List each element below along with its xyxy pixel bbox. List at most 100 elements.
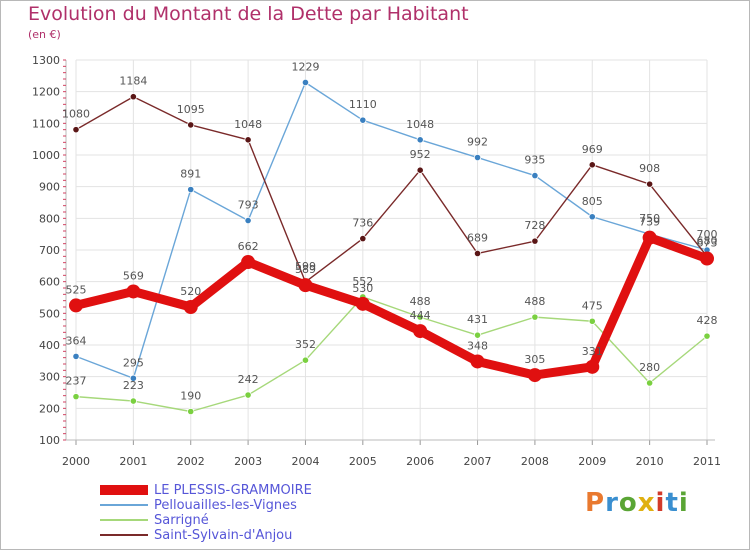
series-line-2 [75,296,708,413]
data-point [527,368,542,383]
series-line-3 [75,96,708,283]
legend-item: Pellouailles-les-Vignes [100,498,360,513]
data-label: 348 [467,339,488,352]
data-point [473,249,482,258]
data-label: 1229 [291,60,319,73]
x-tick-label: 2010 [636,455,664,468]
data-label: 969 [582,143,603,156]
data-point [301,78,310,87]
data-label: 700 [697,228,718,241]
grid [75,59,708,441]
data-point [187,407,195,416]
data-point [241,255,256,270]
data-label: 295 [123,356,144,369]
data-label: 223 [123,379,144,392]
data-label: 488 [410,295,431,308]
data-point [355,296,370,311]
y-tick-label: 900 [39,181,60,194]
series-line-1 [75,81,708,379]
y-tick-label: 600 [39,276,60,289]
y-tick-label: 700 [39,244,60,257]
legend-label: Sarrigné [154,513,209,528]
data-label: 444 [410,309,431,322]
x-tick-label: 2009 [578,455,606,468]
data-point [129,374,137,382]
y-tick-label: 300 [39,371,60,384]
data-label: 525 [66,283,87,296]
y-tick-label: 1300 [32,54,60,67]
y-tick-label: 500 [39,307,60,320]
data-label: 364 [66,334,87,347]
data-point [703,332,711,340]
legend-item: Saint-Sylvain-d'Anjou [100,528,360,543]
series-group [69,78,714,416]
data-label: 935 [524,154,545,167]
data-point [72,352,80,360]
data-label: 739 [639,216,660,229]
y-tick-label: 1200 [32,86,60,99]
x-tick-label: 2002 [177,455,205,468]
data-point [416,166,424,174]
data-label: 1048 [406,118,434,131]
data-label: 520 [180,285,201,298]
data-label: 599 [295,260,316,273]
data-point [129,397,137,405]
legend-item: LE PLESSIS-GRAMMOIRE [100,483,360,498]
data-label: 530 [352,282,373,295]
axes: 1002003004005006007008009001000110012001… [32,54,721,468]
data-label: 589 [295,263,316,276]
data-point [531,237,539,245]
data-point [301,356,310,364]
data-point [183,300,198,314]
data-label: 728 [524,219,545,232]
data-label: 992 [467,136,488,149]
data-point [588,161,596,169]
data-point [416,136,424,144]
data-label: 190 [180,390,201,403]
legend-swatch [100,504,148,506]
x-tick-label: 2008 [521,455,549,468]
data-label: 793 [238,199,259,212]
proxiti-logo: Proxiti [585,488,689,518]
data-label: 805 [582,195,603,208]
data-label: 1080 [62,108,90,121]
data-label: 569 [123,269,144,282]
data-point [72,393,80,401]
data-label: 891 [180,168,201,181]
data-point [470,354,485,369]
data-label: 952 [410,148,431,161]
x-tick-label: 2006 [406,455,434,468]
data-point [359,235,367,243]
legend-swatch [100,534,148,536]
data-labels: 364 295 891 793 1229 1110 1048 992 935 805 750 700 2… [62,60,718,402]
legend-label: Pellouailles-les-Vignes [154,498,297,513]
data-point [588,213,596,221]
data-point [187,185,195,194]
data-point [531,171,539,180]
data-point [244,216,252,225]
x-tick-label: 2000 [62,455,90,468]
data-point [359,116,367,124]
data-label: 428 [697,314,718,327]
data-point [646,180,654,188]
data-label: 689 [467,231,488,244]
legend: LE PLESSIS-GRAMMOIRE Pellouailles-les-Vig… [100,483,360,543]
data-point [416,313,424,321]
data-label: 680 [697,234,718,247]
legend-label: LE PLESSIS-GRAMMOIRE [154,483,312,498]
legend-item: Sarrigné [100,513,360,528]
data-point [531,313,539,321]
data-label: 475 [582,299,603,312]
data-point [585,359,600,374]
data-label: 1184 [119,75,147,88]
y-tick-label: 800 [39,212,60,225]
y-tick-label: 1100 [32,117,60,130]
y-tick-label: 400 [39,339,60,352]
legend-swatch [100,485,148,495]
data-label: 431 [467,313,488,326]
data-point [129,93,137,101]
y-tick-label: 1000 [32,149,60,162]
data-point [244,391,252,399]
x-tick-label: 2011 [693,455,721,468]
data-point [187,121,195,129]
